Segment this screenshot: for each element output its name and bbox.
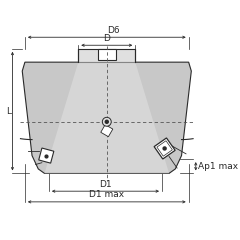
Circle shape — [162, 146, 167, 151]
Polygon shape — [78, 49, 135, 62]
Circle shape — [105, 120, 109, 124]
Polygon shape — [22, 62, 191, 173]
Text: D1 max: D1 max — [89, 190, 124, 199]
Text: Ap1 max: Ap1 max — [198, 162, 239, 171]
Polygon shape — [101, 125, 113, 137]
Polygon shape — [39, 148, 54, 163]
Text: D6: D6 — [108, 26, 120, 35]
Polygon shape — [44, 62, 169, 173]
Text: D: D — [103, 34, 110, 42]
Polygon shape — [98, 49, 116, 60]
Circle shape — [102, 117, 111, 126]
Polygon shape — [154, 138, 175, 159]
Text: L: L — [6, 107, 11, 116]
Text: D1: D1 — [99, 180, 112, 188]
Polygon shape — [157, 141, 172, 156]
